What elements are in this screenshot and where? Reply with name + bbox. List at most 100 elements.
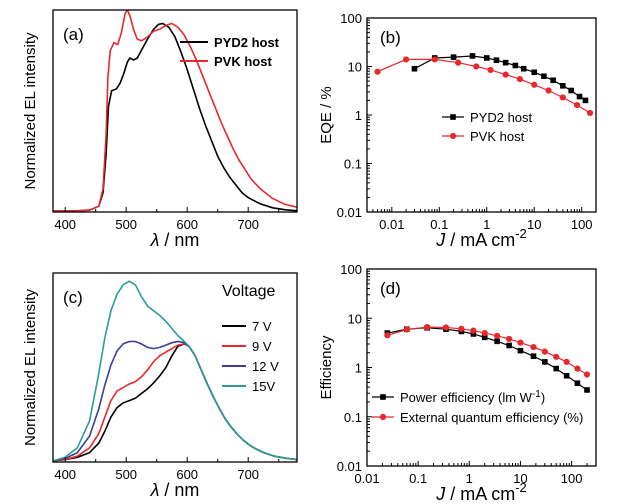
legend-label: 12 V: [252, 359, 279, 374]
legend-marker: [379, 413, 387, 421]
x-label-unit: / nm: [159, 230, 199, 250]
legend-label-end: ): [541, 390, 545, 405]
x-label-symbol: J: [435, 484, 446, 504]
data-point: [494, 332, 501, 339]
panel-label: (c): [63, 288, 83, 307]
data-point: [506, 342, 512, 349]
plot-area: [53, 10, 297, 212]
data-point: [403, 326, 410, 333]
x-tick-label: 700: [237, 467, 259, 482]
x-tick-label: 10: [527, 217, 541, 232]
data-point: [487, 66, 494, 74]
data-point: [411, 65, 418, 72]
legend-marker: [449, 132, 457, 140]
legend-label: External quantum efficiency (%): [400, 410, 583, 425]
data-point: [424, 324, 431, 331]
legend-title: Voltage: [222, 283, 275, 300]
legend-label: 15V: [252, 379, 275, 394]
x-tick-label: 500: [115, 467, 137, 482]
x-tick-label: 600: [176, 217, 198, 232]
panel-label: (b): [380, 28, 401, 47]
x-axis-label: λ / nm: [150, 230, 200, 250]
data-point: [574, 365, 581, 372]
data-point: [542, 359, 548, 365]
data-point: [568, 87, 574, 94]
x-label-symbol: λ: [150, 230, 160, 250]
y-tick-label: 0.1: [344, 157, 362, 172]
x-label-superscript: -2: [515, 480, 527, 495]
data-point: [563, 372, 570, 379]
x-label-superscript: -2: [515, 226, 527, 241]
data-point: [550, 77, 556, 84]
data-point: [455, 59, 462, 66]
data-point: [450, 54, 457, 60]
y-tick-label: 1: [355, 108, 362, 123]
data-point: [469, 53, 476, 59]
data-point: [531, 81, 538, 88]
data-point: [481, 329, 488, 337]
data-point: [473, 63, 480, 70]
y-tick-label: 1: [355, 361, 362, 376]
legend-label-text: PVK host: [470, 129, 525, 144]
y-axis-label: Normalized EL intensity: [22, 288, 39, 446]
legend-label: PYD2 host: [214, 35, 280, 50]
y-axis-label: Normalized EL intensity: [22, 32, 39, 190]
legend-label-text: PVK host: [214, 54, 272, 69]
series-line: [377, 58, 591, 114]
data-point: [442, 324, 450, 331]
series-line: [387, 326, 588, 376]
legend-label-text: 15V: [252, 379, 275, 394]
data-point: [560, 83, 566, 89]
data-point: [520, 65, 527, 72]
x-tick-label: 1: [483, 217, 490, 232]
data-point: [574, 380, 581, 386]
panel-label: (a): [63, 25, 84, 44]
data-point: [470, 331, 477, 337]
series-line: [414, 55, 586, 101]
data-point: [384, 332, 391, 339]
data-point: [494, 338, 500, 345]
x-axis-label: J / mA cm-2: [435, 480, 527, 504]
data-point: [403, 56, 410, 63]
x-axis-label: λ / nm: [150, 480, 200, 500]
y-tick-label: 10: [348, 311, 362, 326]
data-point: [574, 102, 581, 109]
legend-marker: [380, 394, 386, 400]
data-point: [493, 57, 500, 63]
x-tick-label: 700: [237, 217, 259, 232]
legend-label-text: Power efficiency (lm W: [400, 390, 533, 405]
x-tick-label: 0.01: [354, 471, 379, 486]
x-tick-label: 10: [513, 471, 527, 486]
legend-label-text: PYD2 host: [214, 35, 280, 50]
legend-label: Power efficiency (lm W-1): [400, 389, 545, 405]
series-line: [387, 327, 588, 391]
legend-label: 7 V: [252, 319, 272, 334]
legend-label: PVK host: [470, 129, 525, 144]
panel-label: (d): [380, 279, 401, 298]
x-tick-label: 100: [561, 471, 583, 486]
legend-label-text: 12 V: [252, 359, 279, 374]
y-tick-label: 0.01: [337, 205, 362, 220]
x-tick-label: 100: [571, 217, 593, 232]
data-point: [531, 69, 538, 76]
y-tick-label: 100: [340, 11, 362, 26]
data-point: [545, 87, 552, 94]
x-label-unit: / nm: [159, 480, 199, 500]
plot-frame: [366, 268, 597, 467]
y-axis-label: EQE / %: [318, 86, 335, 144]
data-point: [516, 75, 524, 83]
x-label-symbol: J: [435, 230, 446, 250]
data-point: [502, 71, 509, 78]
x-label-unit: / mA cm: [445, 230, 515, 250]
legend-label: PYD2 host: [470, 110, 533, 125]
data-point: [586, 109, 594, 117]
x-label-unit: / mA cm: [445, 484, 515, 504]
x-axis-label: J / mA cm-2: [435, 226, 527, 250]
data-point: [530, 353, 537, 359]
x-tick-label: 400: [54, 467, 76, 482]
data-point: [583, 371, 591, 378]
y-axis-label: Efficiency: [318, 335, 335, 399]
data-point: [559, 94, 566, 101]
data-point: [458, 325, 465, 332]
